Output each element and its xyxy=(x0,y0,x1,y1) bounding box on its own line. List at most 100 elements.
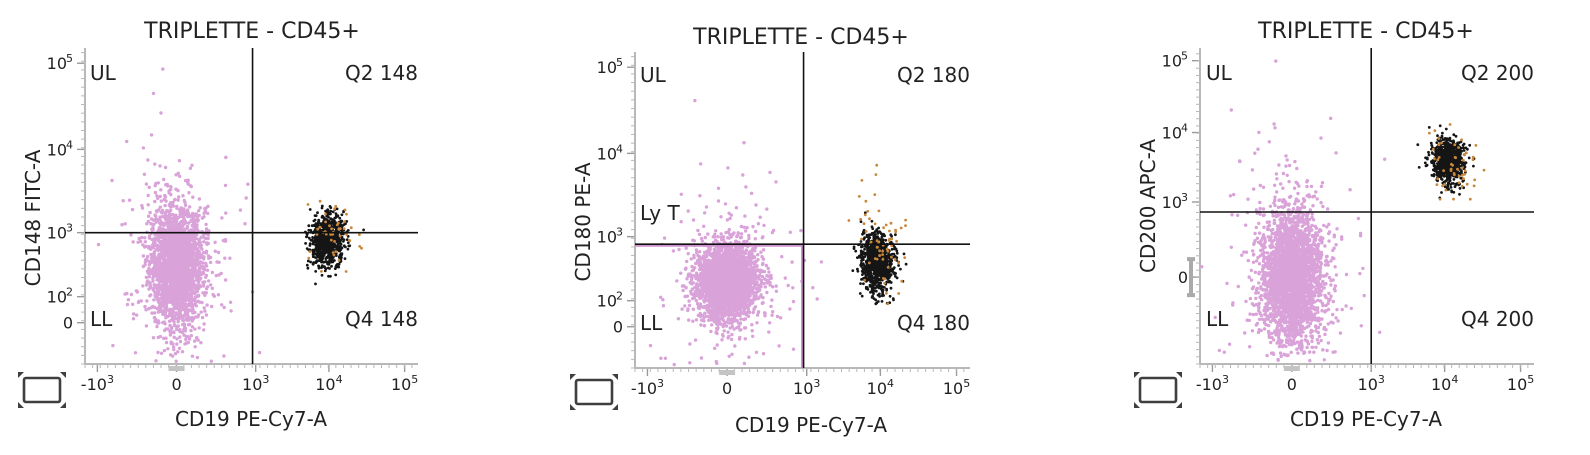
quadrant-lines xyxy=(1200,48,1534,364)
y-tick-label: 102 xyxy=(597,290,623,311)
x-tick-label: 103 xyxy=(242,373,269,394)
plot-title: TRIPLETTE - CD45+ xyxy=(692,25,909,50)
icon-corner xyxy=(570,404,576,410)
plot-cd180: TRIPLETTE - CD45+ CD180 PE-A CD19 PE-Cy7… xyxy=(570,25,970,437)
quadrant-ll-label: LL xyxy=(1206,307,1229,331)
x-tick-label: -103 xyxy=(1196,373,1229,394)
y-axis-label: CD180 PE-A xyxy=(571,162,595,281)
quadrant-lines xyxy=(635,52,970,368)
gate-label: Ly T xyxy=(640,201,681,225)
events xyxy=(648,98,908,367)
x-tick-label: -103 xyxy=(631,377,664,398)
x-zero-band xyxy=(1283,366,1300,371)
x-tick-label: 105 xyxy=(1507,373,1534,394)
y-tick-label: 104 xyxy=(597,142,623,163)
rectangle-gate-icon[interactable] xyxy=(1134,372,1182,408)
icon-corner xyxy=(18,372,24,378)
icon-rect xyxy=(22,376,62,404)
quadrant-lines xyxy=(85,48,418,364)
quadrant-lr-label: Q4 148 xyxy=(345,307,418,331)
y-tick-label: 103 xyxy=(47,222,73,243)
x-tick-label: 104 xyxy=(315,373,342,394)
x-axis-label: CD19 PE-Cy7-A xyxy=(735,413,887,437)
event-population-negative xyxy=(648,98,824,367)
rectangle-gate-icon[interactable] xyxy=(18,372,66,408)
x-tick-label: 0 xyxy=(171,375,181,394)
icon-corner xyxy=(612,404,618,410)
x-axis-label: CD19 PE-Cy7-A xyxy=(175,407,327,431)
x-tick-label: 0 xyxy=(1287,375,1297,394)
quadrant-lr-label: Q4 200 xyxy=(1461,307,1534,331)
y-tick-label: 104 xyxy=(47,138,73,159)
icon-corner xyxy=(570,374,576,380)
event-population-negative xyxy=(1200,59,1387,363)
event-population-positive xyxy=(851,211,908,306)
icon-corner xyxy=(1176,372,1182,378)
event-population-positive xyxy=(1416,124,1476,200)
x-tick-label: 105 xyxy=(943,377,970,398)
x-tick-label: 103 xyxy=(793,377,820,398)
axis-frame xyxy=(81,48,418,371)
y-tick-label: 104 xyxy=(1162,122,1188,143)
x-tick-labels: -103 0 103 104 105 xyxy=(631,368,970,398)
x-tick-label: 104 xyxy=(1431,373,1458,394)
y-tick-label: 0 xyxy=(63,314,73,333)
icon-corner xyxy=(1134,372,1140,378)
event-population-highlight xyxy=(1428,123,1486,201)
y-axis-drag-handle[interactable] xyxy=(1187,257,1195,298)
icon-corner xyxy=(612,374,618,380)
y-axis-label: CD200 APC-A xyxy=(1136,139,1160,273)
quadrant-lr-label: Q4 180 xyxy=(897,311,970,335)
x-zero-band xyxy=(719,370,736,375)
y-tick-labels: 0 103 104 105 xyxy=(1162,50,1200,287)
icon-corner xyxy=(1134,402,1140,408)
quadrant-ll-label: LL xyxy=(640,311,663,335)
quadrant-ul-label: UL xyxy=(90,61,117,85)
x-tick-label: 0 xyxy=(722,379,732,398)
icon-rect xyxy=(574,378,614,406)
plot-title: TRIPLETTE - CD45+ xyxy=(1257,19,1474,44)
plot-cd200: TRIPLETTE - CD45+ CD200 APC-A CD19 PE-Cy… xyxy=(1134,19,1534,431)
x-tick-labels: -103 0 103 104 105 xyxy=(1196,364,1534,394)
x-tick-label: 105 xyxy=(391,373,418,394)
y-tick-label: 103 xyxy=(597,226,623,247)
y-tick-label: 105 xyxy=(597,56,623,77)
rectangle-gate-icon[interactable] xyxy=(570,374,618,410)
axis-frame xyxy=(1196,48,1534,371)
quadrant-ur-label: Q2 180 xyxy=(897,63,970,87)
drag-handle-shape[interactable] xyxy=(1187,257,1195,298)
icon-corner xyxy=(60,372,66,378)
icon-corner xyxy=(1176,402,1182,408)
quadrant-ul-label: UL xyxy=(1206,61,1233,85)
y-tick-label: 105 xyxy=(47,52,73,73)
icon-rect xyxy=(1138,376,1178,404)
quadrant-ur-label: Q2 200 xyxy=(1461,61,1534,85)
event-population-negative xyxy=(96,67,262,363)
y-axis-label: CD148 FITC-A xyxy=(21,149,45,286)
icon-corner xyxy=(60,402,66,408)
ly-t-gate-outline[interactable] xyxy=(635,243,805,368)
y-tick-labels: 0 102 103 104 105 xyxy=(47,52,85,333)
quadrant-ul-label: UL xyxy=(640,63,667,87)
plot-title: TRIPLETTE - CD45+ xyxy=(143,19,360,44)
icon-corner xyxy=(18,402,24,408)
event-population-positive xyxy=(303,204,365,286)
events xyxy=(1200,59,1486,363)
y-tick-label: 103 xyxy=(1162,191,1188,212)
x-tick-label: 103 xyxy=(1358,373,1385,394)
x-tick-label: -103 xyxy=(81,373,114,394)
x-tick-label: 104 xyxy=(867,377,894,398)
x-tick-labels: -103 0 103 104 105 xyxy=(81,364,418,394)
y-tick-label: 0 xyxy=(613,318,623,337)
y-tick-label: 105 xyxy=(1162,50,1188,71)
y-tick-label: 102 xyxy=(47,286,73,307)
quadrant-ll-label: LL xyxy=(90,307,113,331)
events xyxy=(96,67,365,363)
ly-t-gate[interactable] xyxy=(635,243,805,368)
y-tick-labels: 0 102 103 104 105 xyxy=(597,56,635,337)
x-axis-label: CD19 PE-Cy7-A xyxy=(1290,407,1442,431)
y-tick-label: 0 xyxy=(1178,268,1188,287)
x-zero-band xyxy=(168,366,185,371)
quadrant-ur-label: Q2 148 xyxy=(345,61,418,85)
plot-cd148: TRIPLETTE - CD45+ CD148 FITC-A CD19 PE-C… xyxy=(18,19,418,431)
